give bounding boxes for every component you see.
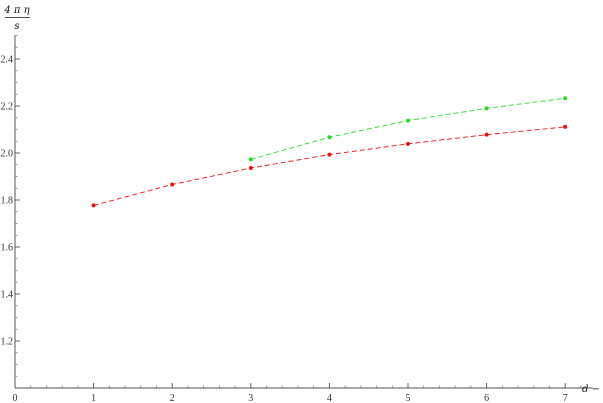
data-point bbox=[248, 157, 253, 162]
y-tick-label: 2.4 bbox=[1, 55, 14, 66]
minor-ticks bbox=[14, 35, 582, 388]
data-point bbox=[91, 203, 96, 208]
data-point bbox=[563, 124, 568, 129]
x-tick-label: 0 bbox=[13, 393, 18, 403]
y-tick-label: 1.8 bbox=[1, 196, 14, 207]
series-2 bbox=[248, 96, 568, 162]
y-axis-title-denominator: s bbox=[14, 21, 19, 32]
x-axis-ticks: 0 1 2 3 4 5 6 7 bbox=[13, 383, 568, 403]
y-tick-label: 1.2 bbox=[1, 337, 14, 348]
data-point bbox=[248, 166, 253, 171]
axes bbox=[14, 35, 593, 389]
y-tick-label: 1.4 bbox=[1, 290, 14, 301]
x-tick-label: 6 bbox=[484, 393, 489, 403]
x-axis-title: d − 4 bbox=[582, 384, 603, 395]
data-point bbox=[563, 96, 568, 101]
y-axis-title-numerator: 4 π η bbox=[3, 5, 29, 16]
x-tick-label: 1 bbox=[91, 393, 96, 403]
data-point bbox=[484, 132, 489, 137]
x-tick-label: 4 bbox=[327, 393, 332, 403]
series-1 bbox=[91, 124, 568, 208]
y-axis-ticks: 1.2 1.4 1.6 1.8 2.0 2.2 2.4 bbox=[1, 55, 20, 348]
y-tick-label: 2.0 bbox=[1, 149, 14, 160]
y-tick-label: 1.6 bbox=[1, 243, 14, 254]
y-axis-title: 4 π η s bbox=[3, 5, 30, 32]
x-tick-label: 3 bbox=[248, 393, 253, 403]
series-line bbox=[250, 97, 566, 160]
x-tick-label: 5 bbox=[406, 393, 411, 403]
series-layer bbox=[91, 96, 568, 208]
data-point bbox=[327, 135, 332, 140]
data-point bbox=[327, 152, 332, 157]
data-point bbox=[170, 182, 175, 187]
data-point bbox=[484, 106, 489, 111]
data-point bbox=[406, 118, 410, 123]
data-point bbox=[406, 141, 410, 146]
x-tick-label: 2 bbox=[170, 393, 175, 403]
y-tick-label: 2.2 bbox=[1, 102, 14, 113]
x-tick-label: 7 bbox=[563, 393, 568, 403]
